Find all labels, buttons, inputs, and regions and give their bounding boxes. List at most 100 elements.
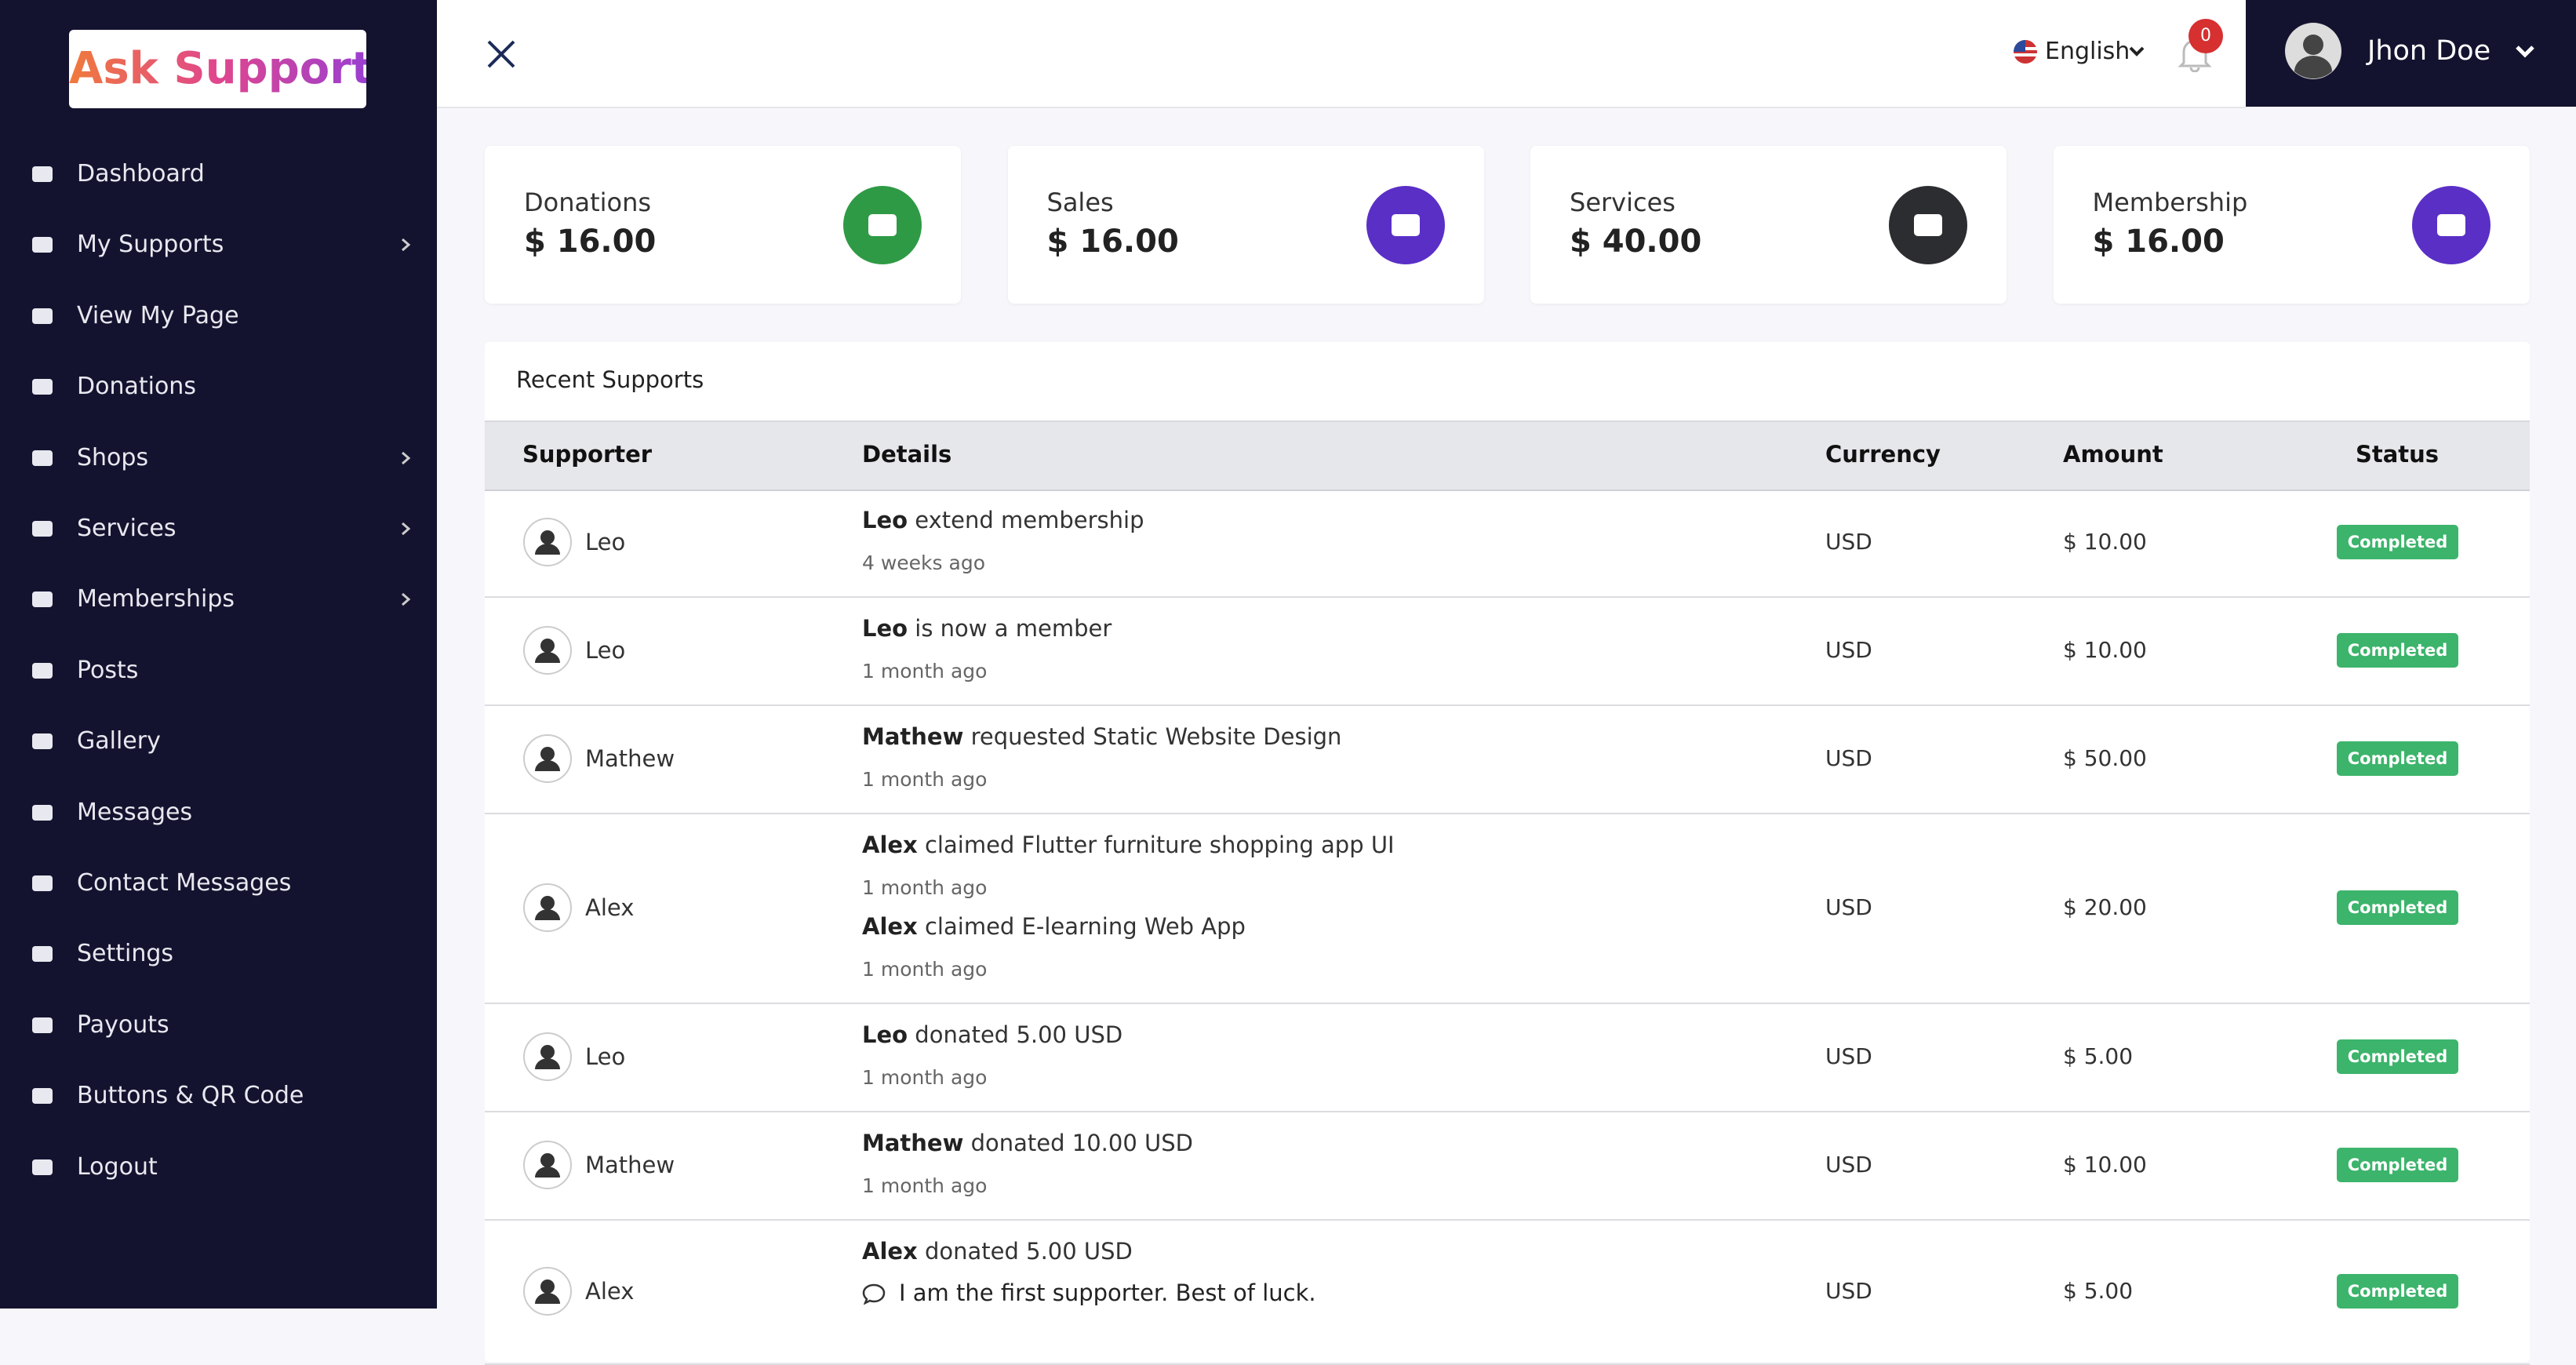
detail-text: is now a member [915,615,1112,642]
amount: $ 5.00 [2063,1043,2134,1069]
top-bar [437,0,2246,108]
detail-message: I am the first supporter. Best of luck. [899,1279,1316,1306]
submenu-arrow [402,451,411,464]
amount: $ 10.00 [2063,529,2147,555]
detail-line: Leo is now a member [862,610,1112,647]
supporter-name: Leo [585,1043,626,1070]
currency: USD [1825,894,1872,920]
menu-item[interactable]: Payouts [77,1010,169,1039]
table-panel [485,342,2530,1362]
detail-actor: Leo [862,1021,908,1048]
menu-item[interactable]: Settings [77,940,174,968]
menu-item[interactable]: Logout [77,1152,158,1181]
status-badge: Completed [2337,1039,2458,1074]
column-header: Details [862,441,952,468]
supporter-name: Alex [585,1278,635,1305]
stat-value: $ 40.00 [1570,224,1702,260]
language-selector[interactable]: English [2045,38,2130,65]
column-header: Currency [1825,441,1941,468]
detail-text: donated 5.00 USD [924,1238,1133,1265]
supporter-name: Leo [585,529,626,555]
currency: USD [1825,1152,1872,1178]
stat-icon [2411,186,2490,264]
amount: $ 5.00 [2063,1278,2134,1304]
user-caret [2516,46,2534,58]
detail-line: Leo donated 5.00 USD [862,1016,1122,1054]
user-name: Jhon Doe [2367,35,2491,67]
user-avatar [2285,23,2341,79]
menu-item[interactable]: Posts [77,656,139,684]
stat-label: Donations [524,187,652,217]
stat-label: Membership [2092,187,2248,217]
supporter-name: Leo [585,637,626,664]
message-icon [862,1283,886,1305]
currency: USD [1825,1043,1872,1069]
menu-item[interactable]: Donations [77,373,196,401]
menu-item[interactable]: Shops [77,443,149,471]
menu-icon [32,804,53,821]
detail-time: 1 month ago [862,1066,988,1089]
submenu-arrow [402,593,411,606]
supporter-avatar [523,1267,572,1316]
supporter-avatar [523,1032,572,1081]
stat-icon [1366,186,1445,264]
submenu-arrow [402,522,411,536]
detail-actor: Leo [862,615,908,642]
supporter-avatar [523,626,572,675]
stat-value: $ 16.00 [524,224,657,260]
row-divider [485,813,2530,814]
row-divider [485,1111,2530,1112]
supporter-name: Mathew [585,1152,675,1178]
menu-item[interactable]: View My Page [77,301,239,329]
stat-label: Sales [1046,187,1114,217]
menu-item[interactable]: Contact Messages [77,869,292,897]
menu-item[interactable]: Services [77,515,176,542]
logo-box[interactable] [69,30,366,108]
column-header: Status [2355,441,2440,468]
currency: USD [1825,529,1872,555]
flag-icon [2014,40,2037,64]
menu-icon [32,237,53,253]
supporter-avatar [523,1141,572,1189]
supporter-name: Mathew [585,745,675,772]
detail-line: Alex donated 5.00 USD [862,1232,1133,1270]
detail-text: requested Static Website Design [970,723,1342,750]
stat-value: $ 16.00 [1046,224,1179,260]
row-divider [485,1219,2530,1221]
stat-value: $ 16.00 [2092,224,2225,260]
menu-icon [32,166,53,182]
menu-icon [32,308,53,324]
detail-text: extend membership [915,507,1144,533]
menu-item[interactable]: Memberships [77,585,235,613]
currency: USD [1825,745,1872,771]
status-badge: Completed [2337,525,2458,559]
detail-line: Alex claimed E-learning Web App [862,908,1246,945]
submenu-arrow [402,238,411,252]
menu-icon [32,1088,53,1105]
menu-item[interactable]: Messages [77,798,193,826]
language-caret [2129,46,2145,56]
menu-item[interactable]: Buttons & QR Code [77,1082,304,1110]
status-badge: Completed [2337,1274,2458,1309]
supporter-name: Alex [585,894,635,921]
detail-actor: Alex [862,832,918,858]
menu-icon [32,450,53,466]
menu-item[interactable]: My Supports [77,231,224,259]
status-badge: Completed [2337,633,2458,668]
detail-actor: Leo [862,507,908,533]
detail-time: 1 month ago [862,768,988,791]
detail-time: 1 month ago [862,876,988,899]
detail-actor: Alex [862,913,918,940]
detail-time: 1 month ago [862,958,988,981]
menu-item[interactable]: Dashboard [77,160,205,187]
close-button[interactable] [486,38,517,70]
supporter-avatar [523,734,572,783]
table-header [485,420,2530,491]
status-badge: Completed [2337,741,2458,776]
menu-icon [32,521,53,537]
status-badge: Completed [2337,1148,2458,1182]
detail-time: 1 month ago [862,1174,988,1197]
menu-item[interactable]: Gallery [77,727,161,755]
menu-icon [32,592,53,608]
menu-icon [32,1017,53,1033]
